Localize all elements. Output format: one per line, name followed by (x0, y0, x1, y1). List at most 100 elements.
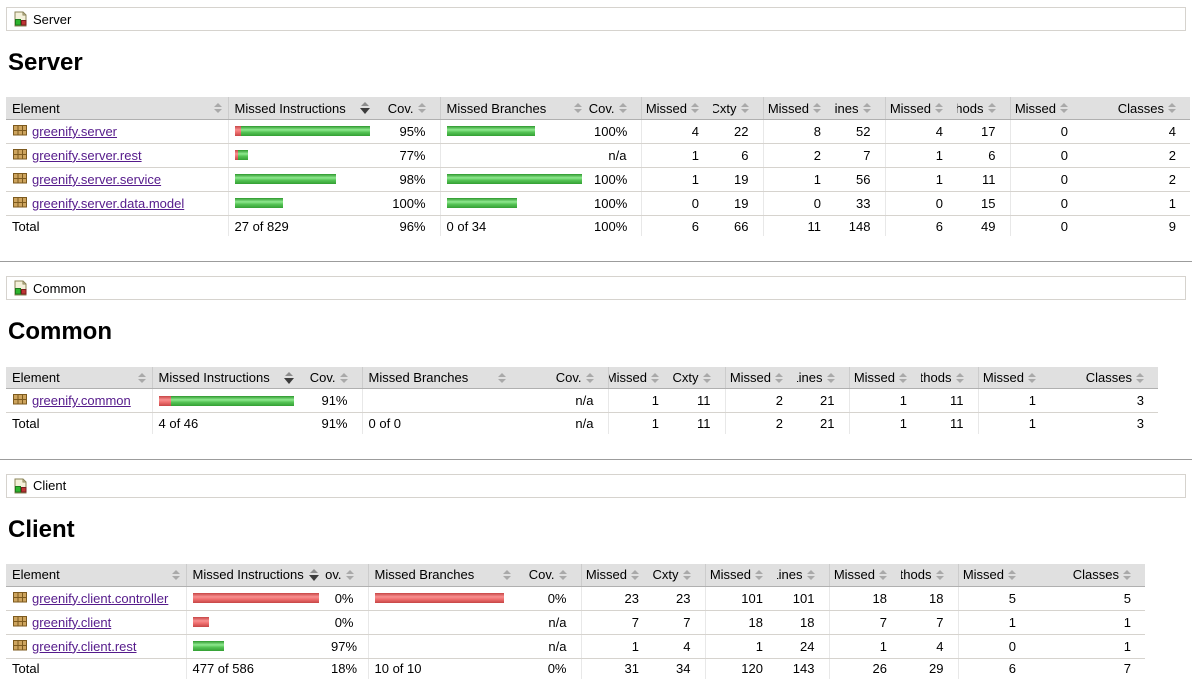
breadcrumb-label[interactable]: Client (33, 478, 67, 494)
sort-icon (618, 103, 627, 114)
column-header-lines[interactable]: Lines (777, 564, 829, 587)
column-header-missed-branches[interactable]: Missed Branches (367, 564, 517, 587)
breadcrumb: Common (6, 276, 1186, 301)
column-header-label: Methods (921, 370, 952, 386)
breadcrumb: Client (6, 473, 1186, 498)
counter-cell: 4 (884, 119, 957, 144)
table-row: greenify.common 91% n/a 1 11 2 21 1 11 1 3 (6, 388, 1158, 414)
column-header-missed[interactable]: Missed (884, 97, 957, 120)
column-header-cxty[interactable]: Cxty (673, 366, 725, 390)
column-header-cxty[interactable]: Cxty (713, 97, 763, 120)
missed-instructions-cell (185, 586, 325, 611)
counter-cell: 33 (835, 191, 885, 216)
total-counter-cell: 120 (704, 658, 777, 680)
column-header-missed[interactable]: Missed (957, 564, 1030, 587)
total-counter-cell: 2 (724, 412, 797, 434)
counter-cell: 5 (957, 586, 1030, 611)
report-icon (12, 280, 28, 296)
column-header-missed-instructions[interactable]: Missed Instructions (151, 366, 300, 390)
branch-coverage-cell: n/a (588, 143, 641, 168)
total-counter-cell: 9 (1168, 218, 1176, 234)
column-header-cov-[interactable]: Cov. (300, 366, 362, 390)
counter-cell: 1 (704, 634, 777, 659)
column-header-label: Missed (1014, 100, 1056, 116)
column-header-methods[interactable]: Methods (921, 366, 978, 390)
column-header-cov-[interactable]: Cov. (512, 366, 608, 390)
column-header-label: Missed (982, 370, 1024, 386)
column-header-element[interactable]: Element (6, 564, 186, 587)
counter-cell: 19 (713, 167, 763, 192)
column-header-label: Cov. (325, 567, 342, 583)
breadcrumb-label[interactable]: Common (33, 280, 86, 296)
package-link[interactable]: greenify.client (32, 614, 112, 630)
sort-icon (171, 569, 180, 580)
counter-cell: 18 (828, 586, 901, 611)
section-common: Common Common Element Missed Instructions… (6, 276, 1186, 434)
column-header-classes[interactable]: Classes (1050, 366, 1158, 390)
column-header-missed[interactable]: Missed (704, 564, 777, 587)
column-header-label: Missed (608, 370, 647, 386)
column-header-missed-branches[interactable]: Missed Branches (361, 366, 512, 390)
column-header-element[interactable]: Element (6, 97, 228, 120)
column-header-missed[interactable]: Missed (1009, 97, 1082, 120)
column-header-missed[interactable]: Missed (607, 366, 673, 390)
column-header-label: Cov. (528, 567, 555, 583)
total-counter-cell: 148 (848, 218, 871, 234)
column-header-cov-[interactable]: Cov. (325, 564, 368, 587)
package-link[interactable]: greenify.client.controller (32, 590, 169, 606)
sort-icon (755, 569, 763, 580)
counter-cell: 1 (884, 167, 957, 192)
total-counter-cell: 11 (762, 215, 835, 237)
column-header-cxty[interactable]: Cxty (653, 564, 705, 587)
package-link[interactable]: greenify.common (32, 393, 131, 409)
total-missed-instructions: 4 of 46 (151, 412, 300, 434)
column-header-missed-instructions[interactable]: Missed Instructions (227, 97, 376, 120)
coverage-bar (447, 150, 583, 160)
page-divider (0, 261, 1192, 263)
instruction-coverage-cell: 0% (325, 586, 368, 611)
package-link[interactable]: greenify.server (32, 123, 118, 139)
column-header-missed[interactable]: Missed (640, 97, 713, 120)
column-header-lines[interactable]: Lines (797, 366, 849, 390)
total-missed-branches: 0 of 0 (361, 412, 512, 434)
element: greenify.server.rest (12, 146, 222, 165)
column-header-missed[interactable]: Missed (828, 564, 901, 587)
sort-icon (309, 568, 319, 581)
column-header-missed[interactable]: Missed (724, 366, 797, 390)
covered-bar-segment (241, 126, 370, 137)
breadcrumb-label[interactable]: Server (33, 11, 72, 27)
column-header-cov-[interactable]: Cov. (588, 97, 641, 120)
package-link[interactable]: greenify.server.data.model (32, 195, 185, 211)
column-header-missed[interactable]: Missed (762, 97, 835, 120)
counter-cell: 1 (884, 143, 957, 168)
missed-branches-cell (367, 634, 517, 659)
column-header-label: Element (12, 100, 60, 116)
column-header-missed[interactable]: Missed (977, 366, 1050, 390)
column-header-methods[interactable]: Methods (901, 564, 958, 587)
column-header-lines[interactable]: Lines (835, 97, 885, 120)
element-cell: greenify.common (6, 388, 152, 414)
missed-branches-cell (367, 610, 517, 635)
column-header-missed[interactable]: Missed (580, 564, 653, 587)
column-header-missed[interactable]: Missed (848, 366, 921, 390)
total-label: Total (12, 661, 40, 677)
column-header-cov-[interactable]: Cov. (376, 97, 440, 120)
column-header-cov-[interactable]: Cov. (517, 564, 581, 587)
counter-cell: 0 (640, 191, 713, 216)
coverage-bar (446, 198, 583, 209)
column-header-methods[interactable]: Methods (957, 97, 1010, 120)
package-link[interactable]: greenify.server.rest (32, 147, 142, 163)
counter-cell: 18 (777, 610, 829, 635)
package-link[interactable]: greenify.server.service (32, 171, 162, 187)
column-header-missed-instructions[interactable]: Missed Instructions (185, 564, 325, 587)
report-icon (12, 11, 28, 27)
column-header-classes[interactable]: Classes (1030, 564, 1145, 587)
package-link[interactable]: greenify.client.rest (32, 638, 137, 654)
coverage-bar (446, 174, 582, 185)
column-header-label: Missed (853, 370, 895, 386)
column-header-classes[interactable]: Classes (1082, 97, 1190, 120)
column-header-element[interactable]: Element (6, 366, 152, 390)
total-counter-cell: 1 (848, 412, 921, 434)
column-header-label: Missed Instructions (158, 370, 270, 386)
column-header-missed-branches[interactable]: Missed Branches (439, 97, 588, 120)
